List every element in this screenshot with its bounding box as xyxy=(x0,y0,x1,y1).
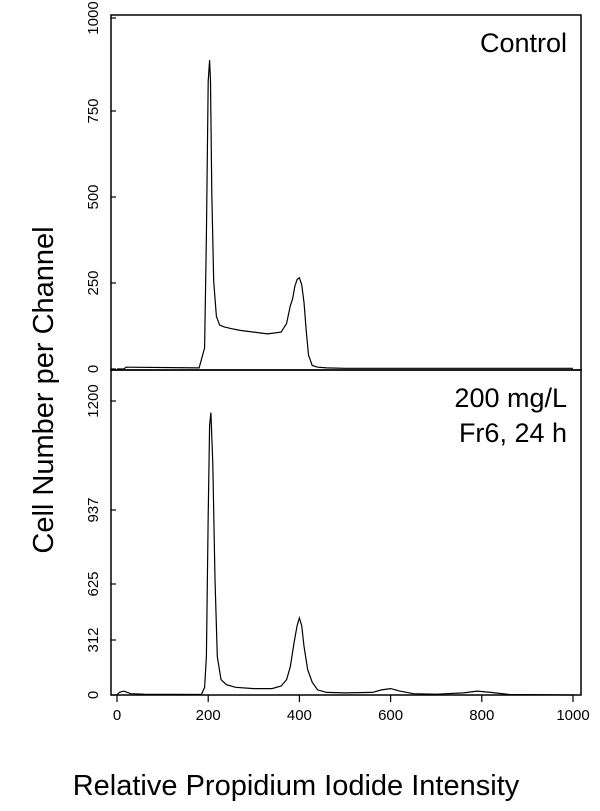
y-tick-label: 1000 xyxy=(85,1,102,34)
y-tick-label: 1200 xyxy=(85,384,102,417)
panel-control-y-ticks: 0 250 500 750 1000 xyxy=(85,1,116,373)
y-tick-label: 750 xyxy=(85,98,102,123)
x-tick-label: 400 xyxy=(287,707,312,724)
panel-control-histogram-line xyxy=(117,60,573,370)
panel-control: 0 250 500 750 1000 Control xyxy=(85,1,582,373)
x-tick-label: 0 xyxy=(113,707,121,724)
y-tick-label: 937 xyxy=(85,497,102,522)
x-axis: 0 200 400 600 800 1000 xyxy=(113,695,590,724)
panel-treated-label-line-1: 200 mg/L xyxy=(454,383,567,413)
y-tick-label: 500 xyxy=(85,184,102,209)
y-tick-label: 0 xyxy=(85,691,102,699)
x-tick-label: 800 xyxy=(469,707,494,724)
panel-treated-frame xyxy=(110,369,582,696)
y-tick-label: 250 xyxy=(85,270,102,295)
x-tick-label: 200 xyxy=(196,707,221,724)
panel-treated: 0 312 625 937 1200 200 mg/L Fr6, 24 h xyxy=(85,369,582,699)
y-axis-title: Cell Number per Channel xyxy=(28,226,60,553)
panel-control-frame xyxy=(110,14,582,371)
y-tick-label: 312 xyxy=(85,627,102,652)
panel-treated-histogram-line xyxy=(116,412,574,696)
y-tick-label: 0 xyxy=(85,365,102,373)
y-tick-label: 625 xyxy=(85,571,102,596)
x-axis-title: Relative Propidium Iodide Intensity xyxy=(73,770,520,802)
x-tick-label: 1000 xyxy=(556,707,589,724)
panel-treated-y-ticks: 0 312 625 937 1200 xyxy=(85,384,116,699)
panel-treated-label-line-2: Fr6, 24 h xyxy=(459,418,567,448)
x-tick-label: 600 xyxy=(378,707,403,724)
panel-control-label: Control xyxy=(480,28,567,58)
